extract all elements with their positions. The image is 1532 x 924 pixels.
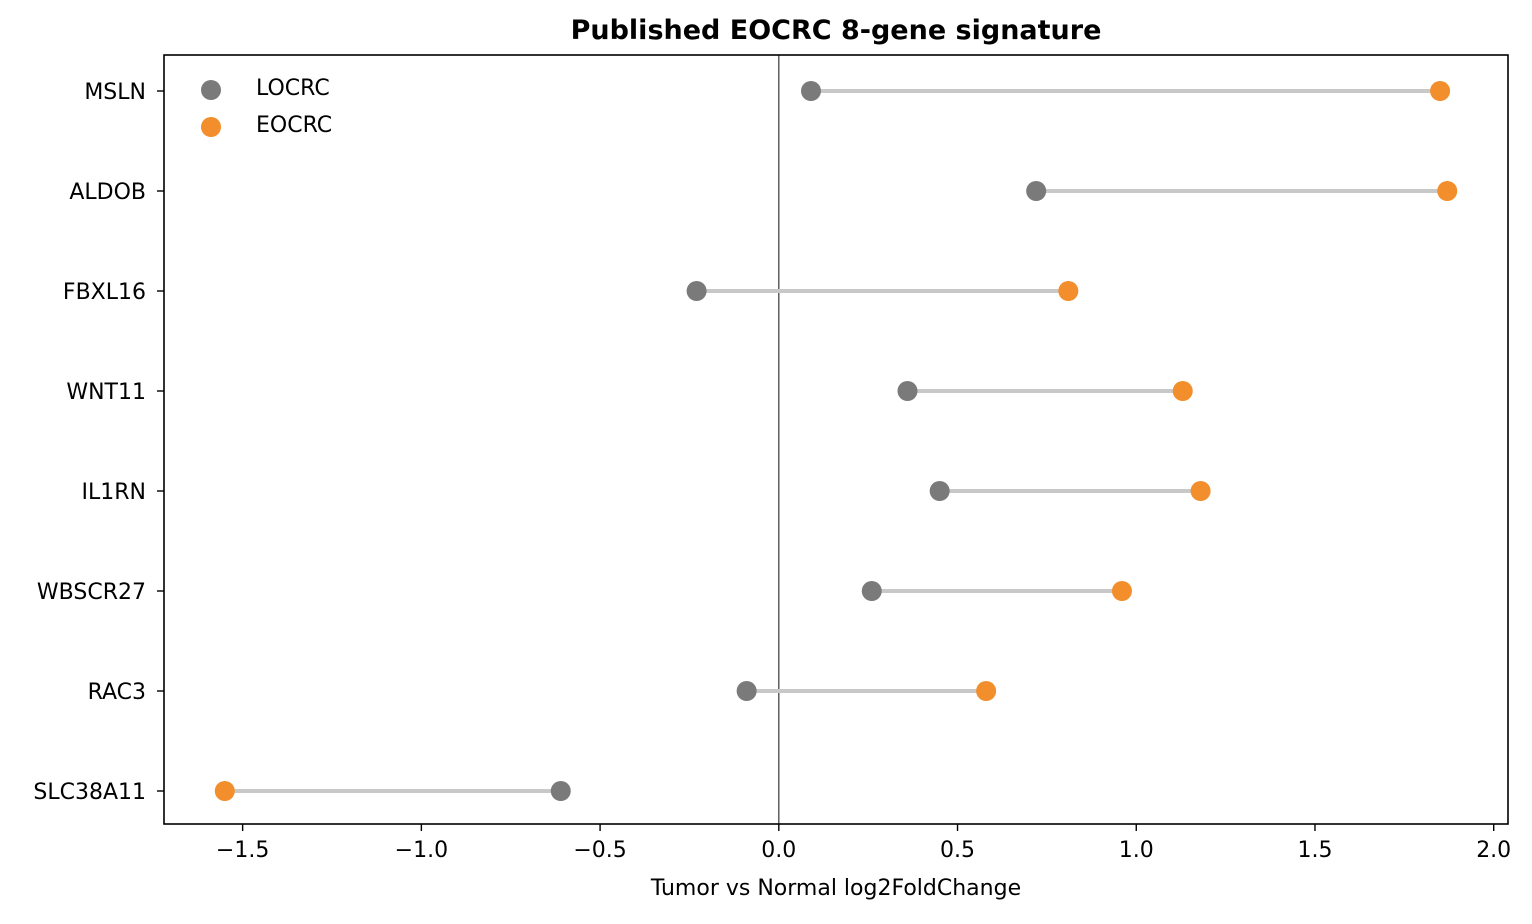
y-tick-label-il1rn: IL1RN [82,480,147,505]
x-axis-label: Tumor vs Normal log2FoldChange [650,876,1021,901]
legend-label-locrc: LOCRC [256,76,330,101]
locrc-point-il1rn [929,481,950,501]
legend: LOCRC EOCRC [201,76,332,138]
eocrc-point-wnt11 [1172,381,1193,401]
locrc-point-wnt11 [897,381,918,401]
x-tick-label-2: −0.5 [573,838,626,863]
locrc-point-slc38a11 [550,781,571,801]
plot-layer [214,55,1458,824]
y-tick-label-rac3: RAC3 [88,680,146,705]
legend-marker-locrc [201,80,221,100]
y-tick-label-msln: MSLN [84,80,146,105]
eocrc-point-aldob [1437,181,1458,201]
legend-label-eocrc: EOCRC [256,113,332,138]
eocrc-point-fbxl16 [1058,281,1079,301]
x-tick-label-4: 0.5 [940,838,975,863]
locrc-point-rac3 [736,681,757,701]
locrc-point-msln [800,81,821,101]
y-tick-label-wbscr27: WBSCR27 [37,580,146,605]
locrc-point-wbscr27 [861,581,882,601]
eocrc-point-slc38a11 [214,781,235,801]
locrc-point-aldob [1026,181,1047,201]
y-tick-label-wnt11: WNT11 [66,380,146,405]
y-tick-label-slc38a11: SLC38A11 [33,780,146,805]
eocrc-point-rac3 [976,681,997,701]
eocrc-point-wbscr27 [1111,581,1132,601]
legend-marker-eocrc [201,117,221,137]
x-tick-label-0: −1.5 [216,838,269,863]
x-tick-label-6: 1.5 [1297,838,1332,863]
plot-frame [163,54,1509,825]
x-tick-label-1: −1.0 [395,838,448,863]
eocrc-point-msln [1430,81,1451,101]
chart-title: Published EOCRC 8-gene signature [571,15,1102,46]
locrc-point-fbxl16 [686,281,707,301]
y-tick-label-fbxl16: FBXL16 [63,280,146,305]
eocrc-point-il1rn [1190,481,1211,501]
y-tick-label-aldob: ALDOB [69,180,146,205]
x-tick-label-7: 2.0 [1476,838,1511,863]
x-tick-label-3: 0.0 [761,838,796,863]
x-tick-label-5: 1.0 [1119,838,1154,863]
